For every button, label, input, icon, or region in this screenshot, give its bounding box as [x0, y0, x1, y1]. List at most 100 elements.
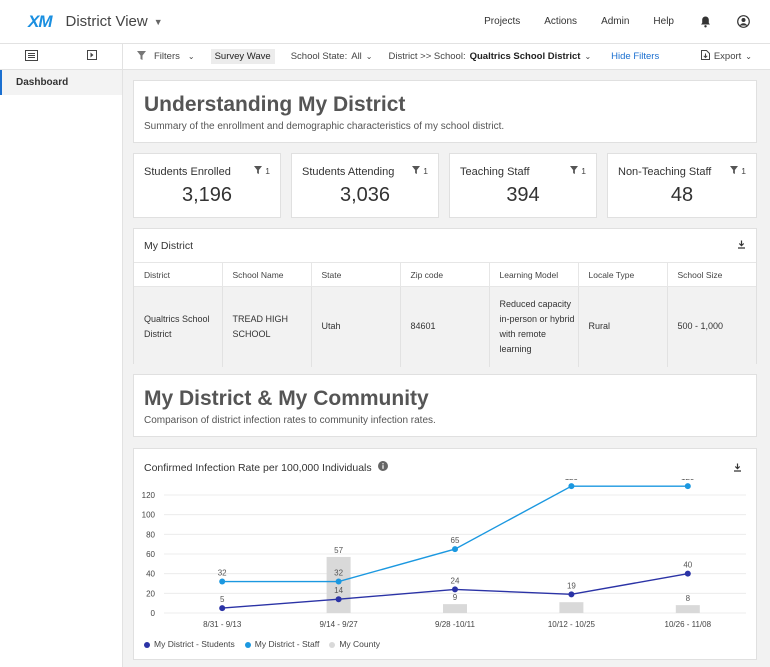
filter-icon: [254, 166, 263, 176]
data-point: [335, 596, 342, 603]
page-title: Understanding My District: [144, 93, 406, 116]
data-label: 9: [453, 593, 458, 602]
data-label: 8: [686, 594, 691, 603]
column-header[interactable]: School Name: [222, 262, 312, 287]
my-district-card: My District District School Name State Z…: [133, 228, 757, 367]
metric-filter-badge[interactable]: 1: [412, 166, 428, 176]
project-title: District View: [65, 13, 148, 30]
legend-swatch: [329, 641, 336, 648]
nav-projects[interactable]: Projects: [484, 16, 521, 27]
legend-item-county[interactable]: My County: [329, 639, 380, 649]
nav-actions[interactable]: Actions: [544, 16, 578, 27]
table-cell: 84601: [400, 286, 490, 367]
county-bar: [675, 605, 700, 613]
legend-label: My District - Students: [154, 639, 235, 649]
y-tick-label: 20: [146, 589, 155, 598]
metric-filter-badge[interactable]: 1: [730, 166, 746, 176]
table-cell: Rural: [578, 286, 668, 367]
metric-value: 394: [506, 184, 540, 206]
nav-admin[interactable]: Admin: [601, 16, 630, 27]
survey-wave-filter[interactable]: Survey Wave: [210, 49, 275, 64]
infection-rate-chart-card: Confirmed Infection Rate per 100,000 Ind…: [133, 448, 757, 660]
metric-filter-badge[interactable]: 1: [570, 166, 586, 176]
data-point: [568, 483, 575, 490]
collapse-panel-icon[interactable]: [87, 50, 98, 63]
metric-title: Teaching Staff: [460, 166, 530, 178]
data-label: 24: [451, 576, 460, 585]
infection-rate-chart: 0 20 40 60 80 100 120 8/31 - 9/13 9/14 - 9/27 9/2…: [142, 479, 746, 629]
school-state-value: All: [351, 51, 362, 62]
sidebar-item-label: Dashboard: [16, 77, 69, 88]
data-point: [684, 570, 691, 577]
school-state-label: School State:: [290, 51, 348, 62]
table-cell: Reduced capacity in-person or hybrid wit…: [489, 286, 579, 367]
nav-help[interactable]: Help: [653, 16, 674, 27]
data-point: [219, 605, 226, 612]
data-label: 65: [451, 536, 460, 545]
chart-legend: My District - Students My District - Sta…: [144, 639, 380, 649]
metric-value: 48: [670, 184, 694, 206]
legend-item-staff[interactable]: My District - Staff: [244, 639, 320, 649]
chevron-down-icon: ⌄: [584, 52, 592, 61]
section-title: My District & My Community: [144, 387, 429, 410]
data-label: 32: [334, 569, 343, 578]
column-header[interactable]: District: [134, 262, 223, 287]
page-list-icon[interactable]: [24, 49, 38, 64]
section-subtitle: Comparison of district infection rates t…: [144, 415, 436, 426]
top-nav: Projects Actions Admin Help: [484, 15, 750, 29]
bell-icon[interactable]: [698, 15, 712, 29]
metric-card-teaching-staff: Teaching Staff 1 394: [449, 153, 597, 218]
top-bar: XM District View ▼ Projects Actions Admi…: [0, 0, 770, 44]
column-header[interactable]: Locale Type: [578, 262, 668, 287]
data-point: [219, 578, 226, 585]
data-label: 40: [683, 561, 692, 570]
column-header[interactable]: State: [311, 262, 401, 287]
column-header[interactable]: Learning Model: [489, 262, 579, 287]
filter-count: 1: [741, 166, 746, 176]
xm-logo[interactable]: XM: [28, 11, 52, 31]
sidebar-item-dashboard[interactable]: Dashboard: [0, 70, 122, 95]
column-header[interactable]: Zip code: [400, 262, 490, 287]
export-button[interactable]: Export ⌄: [700, 50, 752, 63]
metric-filter-badge[interactable]: 1: [254, 166, 270, 176]
district-school-filter[interactable]: District >> School: Qualtrics School Dis…: [389, 51, 592, 62]
card-header: My District: [134, 229, 756, 262]
sidebar-toggles: [0, 44, 123, 69]
x-tick-label: 10/12 - 10/25: [548, 620, 596, 629]
column-header[interactable]: School Size: [667, 262, 756, 287]
x-tick-label: 9/14 - 9/27: [319, 620, 358, 629]
legend-item-students[interactable]: My District - Students: [144, 639, 235, 649]
metric-card-students-enrolled: Students Enrolled 1 3,196: [133, 153, 281, 218]
y-tick-label: 0: [151, 609, 156, 618]
district-value: Qualtrics School District: [469, 51, 581, 62]
user-avatar-icon[interactable]: [736, 15, 750, 29]
y-tick-label: 120: [142, 491, 156, 500]
data-point: [335, 578, 342, 585]
data-label: 129: [565, 479, 579, 482]
hide-filters-link[interactable]: Hide Filters: [611, 51, 660, 62]
export-label: Export: [713, 51, 742, 62]
y-tick-label: 40: [146, 570, 155, 579]
metric-title: Non-Teaching Staff: [618, 166, 712, 178]
school-state-filter[interactable]: School State: All ⌄: [291, 51, 373, 62]
y-tick-label: 60: [146, 550, 155, 559]
y-tick-label: 80: [146, 530, 155, 539]
data-label: 14: [334, 586, 343, 595]
legend-swatch: [144, 641, 150, 648]
data-label: 32: [218, 569, 227, 578]
metric-title: Students Enrolled: [144, 166, 231, 178]
filters-dropdown[interactable]: Filters ⌄: [137, 50, 195, 63]
x-tick-label: 9/28 -10/11: [435, 620, 475, 629]
filter-icon: [570, 166, 579, 176]
section-header-understanding: Understanding My District Summary of the…: [133, 80, 757, 143]
project-selector[interactable]: District View ▼: [66, 13, 163, 30]
table-header-row: District School Name State Zip code Lear…: [134, 262, 756, 287]
info-icon[interactable]: [377, 461, 388, 474]
legend-label: My District - Staff: [254, 639, 320, 649]
download-icon[interactable]: [737, 240, 746, 252]
sidebar: Dashboard: [0, 70, 123, 667]
download-icon[interactable]: [733, 463, 742, 475]
district-label: District >> School:: [388, 51, 466, 62]
metric-value: 3,036: [339, 184, 391, 206]
chevron-down-icon: ⌄: [745, 52, 752, 61]
